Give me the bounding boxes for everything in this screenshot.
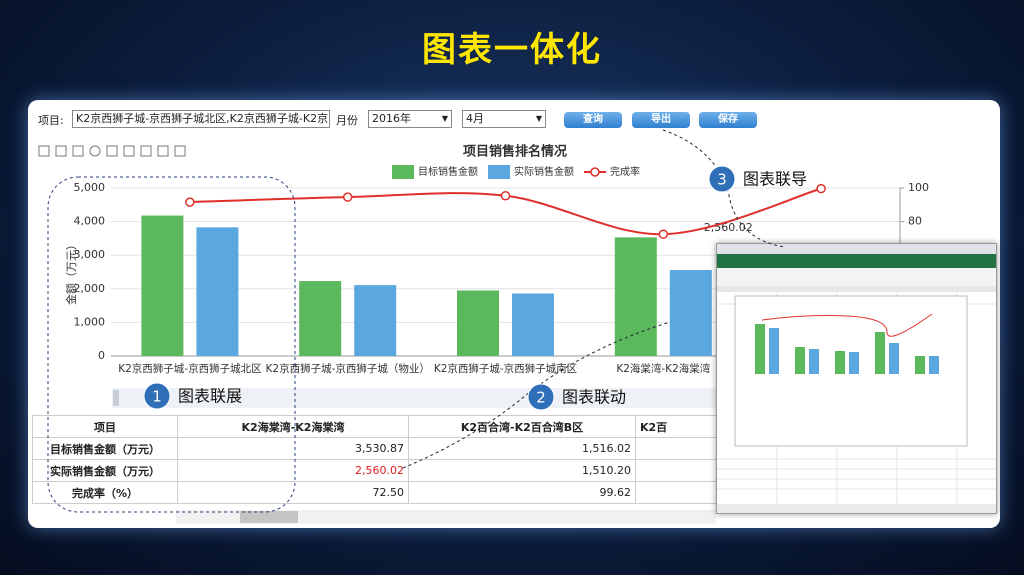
range-handle[interactable] [113, 390, 119, 406]
month-label: 月份 [336, 114, 358, 127]
excel-screenshot [716, 243, 997, 514]
cell: 99.62 [408, 481, 636, 504]
cell: 1,510.20 [408, 459, 636, 482]
legend-marker [590, 167, 600, 177]
row-label: 完成率（%） [32, 481, 178, 504]
year-select[interactable]: 2016年 [368, 110, 452, 128]
row-label: 实际销售金额（万元） [32, 459, 178, 482]
line-point [342, 192, 353, 202]
bar [512, 293, 554, 356]
month-select[interactable]: 4月 [462, 110, 546, 128]
save-button[interactable]: 保存 [699, 112, 757, 128]
query-button[interactable]: 查询 [564, 112, 622, 128]
data-table: 项目 K2海棠湾-K2海棠湾 K2百合湾-K2百合湾B区 K2百 目标销售金额（… [32, 415, 765, 504]
y-tick-label: 5,000 [74, 181, 106, 194]
excel-image [717, 244, 996, 513]
line-point [500, 190, 511, 201]
header-cell: K2海棠湾-K2海棠湾 [177, 415, 409, 438]
legend-label: 目标销售金额 [418, 165, 478, 178]
line-point [816, 183, 826, 194]
line-point [658, 229, 669, 239]
legend-swatch [488, 165, 510, 179]
bar [614, 237, 657, 356]
header-cell: K2百合湾-K2百合湾B区 [408, 415, 636, 438]
bar [457, 290, 499, 356]
x-tick-label: K2海棠湾-K2海棠湾 [616, 362, 710, 375]
export-button[interactable]: 导出 [632, 112, 690, 128]
row-label: 目标销售金额（万元） [32, 437, 178, 460]
legend-label: 实际销售金额 [514, 165, 574, 178]
chart-title: 项目销售排名情况 [463, 144, 567, 160]
cell: 72.50 [177, 481, 409, 504]
y2-tick-label: 100 [908, 181, 929, 194]
project-label: 项目: [38, 114, 64, 127]
cell: 1,516.02 [408, 437, 636, 460]
y-tick-label: 2,000 [74, 282, 106, 295]
project-input[interactable]: K2京西狮子城-京西狮子城北区,K2京西狮子城-K2京 [72, 110, 330, 128]
y-tick-label: 3,000 [74, 248, 106, 261]
scrollbar[interactable] [176, 510, 716, 524]
bar [141, 215, 184, 356]
y-tick-label: 4,000 [74, 215, 106, 228]
bar [299, 281, 342, 356]
scroll-thumb[interactable] [240, 511, 298, 523]
cell: 2,560.02 [177, 459, 409, 482]
range-slider[interactable] [112, 388, 716, 408]
x-tick-label: K2京西狮子城-京西狮子城南区 [434, 362, 577, 375]
y2-tick-label: 80 [908, 215, 922, 228]
legend-label: 完成率 [610, 165, 640, 178]
page-title: 图表一体化 [422, 30, 602, 70]
bar [196, 227, 239, 356]
bar [669, 269, 712, 356]
header-cell: 项目 [32, 415, 178, 438]
y-tick-label: 0 [98, 349, 105, 362]
bar [354, 285, 397, 356]
chart-tools [38, 145, 186, 157]
line-point [185, 197, 195, 207]
cell: 3,530.87 [177, 437, 409, 460]
y-tick-label: 1,000 [74, 315, 106, 328]
legend-swatch [392, 165, 414, 179]
x-tick-label: K2京西狮子城-京西狮子城北区 [118, 362, 261, 375]
x-tick-label: K2京西狮子城-京西狮子城（物业） [266, 362, 430, 375]
